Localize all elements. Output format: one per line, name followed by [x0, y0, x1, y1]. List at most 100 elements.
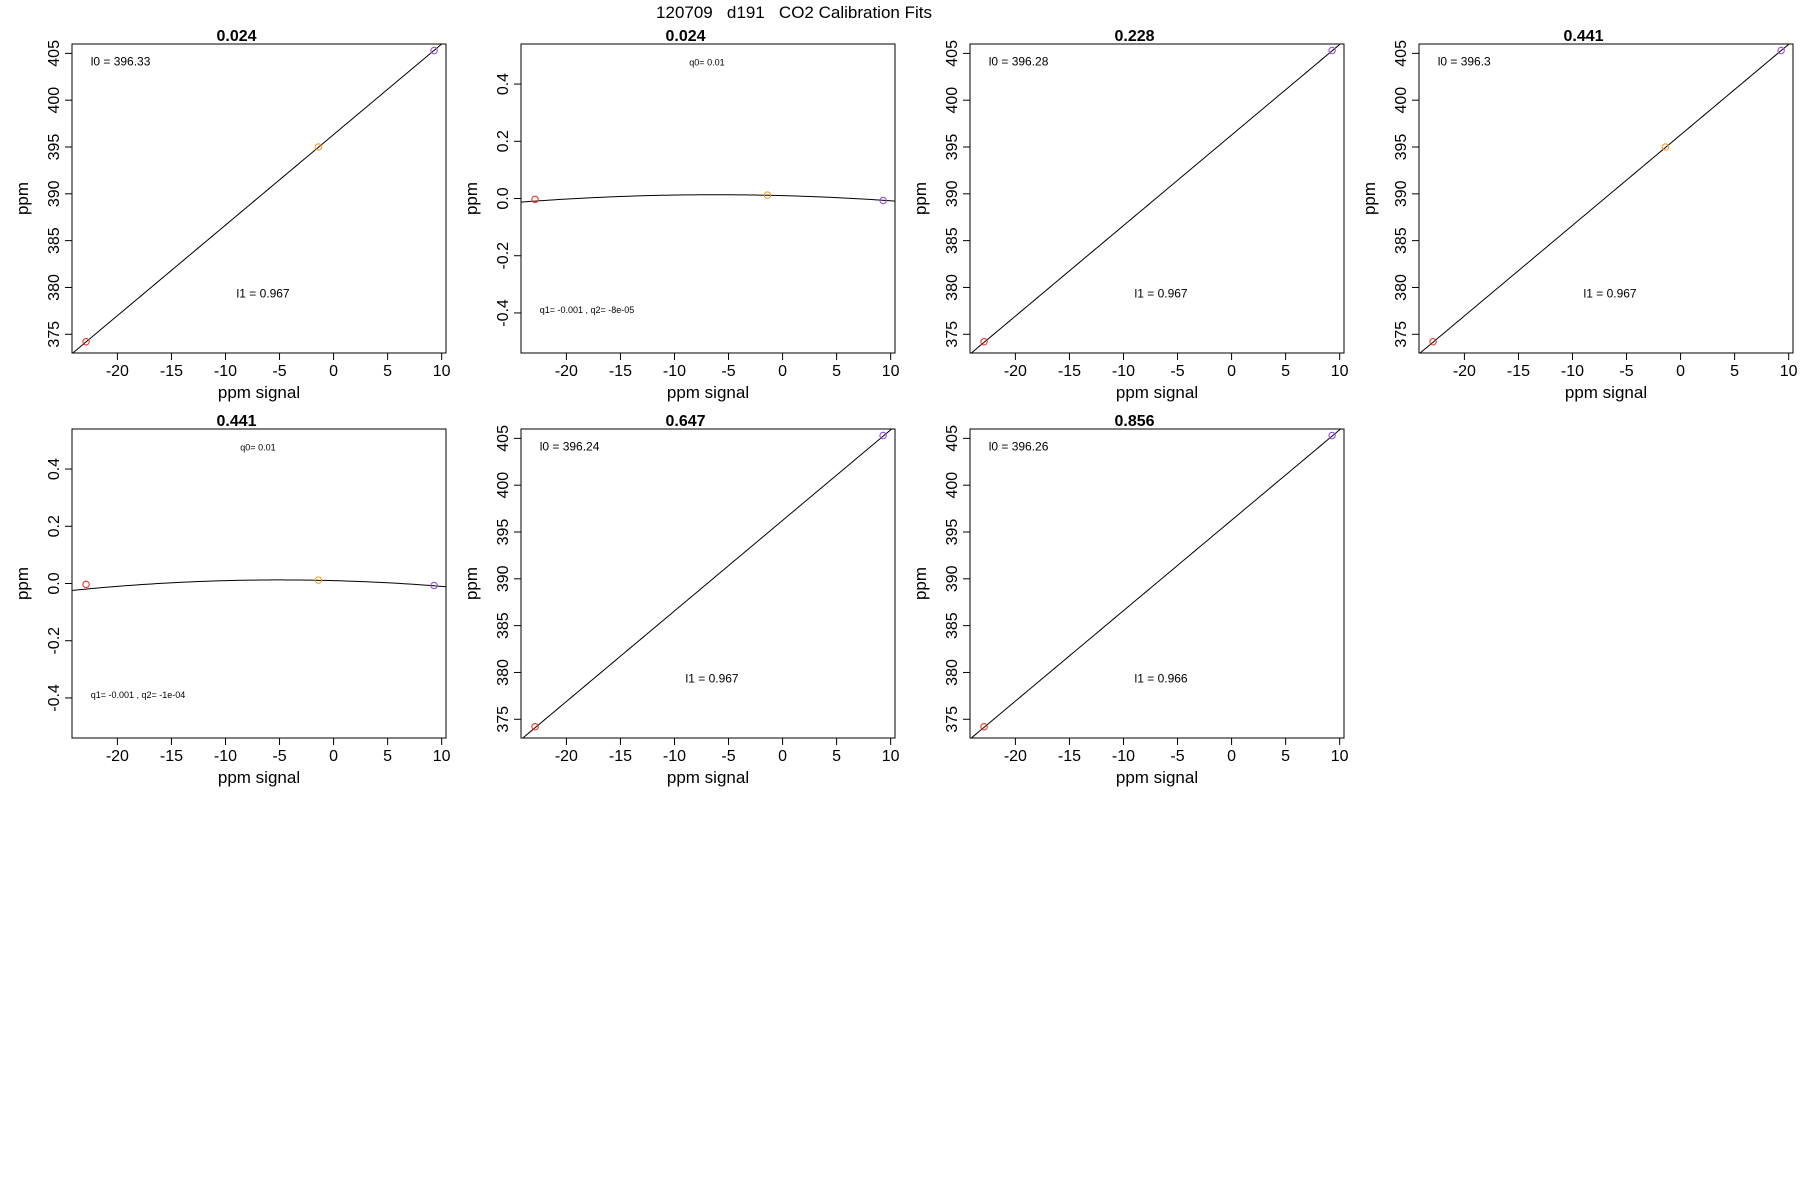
y-tick-label: 395 — [944, 134, 961, 161]
y-tick-label: -0.2 — [495, 242, 512, 270]
x-axis-label: ppm signal — [1565, 383, 1647, 402]
data-point — [430, 581, 438, 590]
x-tick-label: -5 — [272, 363, 286, 380]
plot-area — [970, 429, 1342, 738]
y-tick-label: 390 — [1393, 180, 1410, 207]
fit-annotation: l0 = 396.28 — [989, 55, 1049, 69]
x-tick-label: 5 — [832, 748, 841, 765]
panel-title: 0.024 — [217, 28, 257, 45]
y-tick-label: 0.2 — [46, 515, 63, 537]
y-tick-label: 380 — [944, 274, 961, 301]
x-axis: -20 -15 -10 -5 0 5 10 — [106, 352, 451, 380]
x-tick-label: 10 — [433, 363, 451, 380]
fit-line — [522, 429, 893, 738]
data-point — [82, 580, 90, 589]
x-tick-label: 5 — [1281, 363, 1290, 380]
fit-annotation: q0= 0.01 — [689, 58, 724, 68]
x-tick-label: -10 — [663, 363, 686, 380]
x-axis: -20 -15 -10 -5 0 5 10 — [106, 737, 451, 765]
x-tick-label: 10 — [1331, 363, 1349, 380]
x-tick-label: 0 — [778, 363, 787, 380]
x-axis-label: ppm signal — [218, 383, 300, 402]
y-tick-label: 395 — [944, 519, 961, 546]
y-tick-label: 400 — [1393, 87, 1410, 114]
y-tick-label: 0.0 — [46, 572, 63, 594]
fit-annotation: l1 = 0.967 — [1584, 286, 1637, 300]
y-tick-label: -0.4 — [495, 299, 512, 327]
y-tick-label: 405 — [495, 425, 512, 452]
x-tick-label: -15 — [609, 363, 632, 380]
data-point — [879, 196, 887, 205]
y-tick-label: 380 — [1393, 274, 1410, 301]
y-tick-label: 380 — [944, 659, 961, 686]
y-tick-label: 390 — [46, 180, 63, 207]
fit-annotation: l1 = 0.967 — [1135, 286, 1188, 300]
y-tick-label: 395 — [495, 519, 512, 546]
y-axis-label: ppm — [1360, 182, 1379, 215]
panel-title: 0.647 — [666, 413, 706, 430]
x-tick-label: 10 — [433, 748, 451, 765]
y-tick-label: 0.4 — [495, 73, 512, 95]
data-point — [531, 723, 539, 731]
y-tick-label: 375 — [944, 321, 961, 348]
x-tick-label: 5 — [383, 748, 392, 765]
x-tick-label: -15 — [1507, 363, 1530, 380]
plot-area — [72, 44, 443, 353]
x-tick-label: -15 — [1058, 363, 1081, 380]
fit-line — [970, 429, 1342, 738]
x-tick-label: -10 — [214, 748, 237, 765]
x-tick-label: -5 — [272, 748, 286, 765]
x-tick-label: -5 — [721, 363, 735, 380]
y-axis: 375 380 385 390 395 400 405 — [944, 40, 971, 348]
data-point — [531, 195, 539, 204]
x-axis: -20 -15 -10 -5 0 5 10 — [1004, 352, 1349, 380]
plot-area — [72, 576, 446, 591]
fit-annotation: l0 = 396.3 — [1438, 55, 1491, 69]
panel-title: 0.856 — [1115, 413, 1155, 430]
y-axis: 375 380 385 390 395 400 405 — [944, 425, 971, 733]
x-tick-label: 0 — [329, 748, 338, 765]
x-tick-label: 10 — [882, 363, 900, 380]
data-point — [314, 576, 323, 584]
fit-line — [1419, 44, 1790, 353]
data-point — [1328, 46, 1336, 55]
x-tick-label: -10 — [214, 363, 237, 380]
y-tick-label: 385 — [1393, 227, 1410, 254]
x-axis: -20 -15 -10 -5 0 5 10 — [1004, 737, 1349, 765]
plot-area — [970, 44, 1342, 353]
x-axis-label: ppm signal — [218, 768, 300, 787]
x-tick-label: 5 — [1281, 748, 1290, 765]
x-tick-label: -20 — [106, 363, 129, 380]
plot-area — [522, 429, 893, 738]
x-tick-label: 0 — [1227, 748, 1236, 765]
y-axis: -0.4 -0.2 0.0 0.2 0.4 — [495, 73, 522, 327]
y-tick-label: -0.4 — [46, 684, 63, 712]
fit-annotation: l1 = 0.967 — [237, 286, 290, 300]
x-tick-label: -20 — [1004, 363, 1027, 380]
fit-annotation: l1 = 0.966 — [1135, 671, 1188, 685]
data-point — [763, 191, 772, 199]
y-tick-label: 400 — [944, 472, 961, 499]
x-tick-label: 0 — [1227, 363, 1236, 380]
x-tick-label: 0 — [1676, 363, 1685, 380]
x-tick-label: -20 — [555, 363, 578, 380]
y-tick-label: 375 — [46, 321, 63, 348]
panels-grid: 0.024 -20 -15 -10 -5 0 5 10 ppm signal 375 380 385 3… — [13, 28, 1798, 787]
x-tick-label: -5 — [1170, 363, 1184, 380]
x-tick-label: -20 — [106, 748, 129, 765]
x-axis: -20 -15 -10 -5 0 5 10 — [1453, 352, 1798, 380]
data-point — [1777, 46, 1785, 55]
fit-annotation: l1 = 0.967 — [686, 671, 739, 685]
y-tick-label: 390 — [944, 180, 961, 207]
data-point — [82, 338, 90, 346]
x-tick-label: 10 — [1331, 748, 1349, 765]
y-tick-label: 405 — [46, 40, 63, 67]
plot-area — [521, 191, 895, 205]
fit-line — [72, 579, 446, 591]
x-axis-label: ppm signal — [1116, 383, 1198, 402]
y-axis-label: ppm — [13, 567, 32, 600]
x-tick-label: -10 — [1561, 363, 1584, 380]
